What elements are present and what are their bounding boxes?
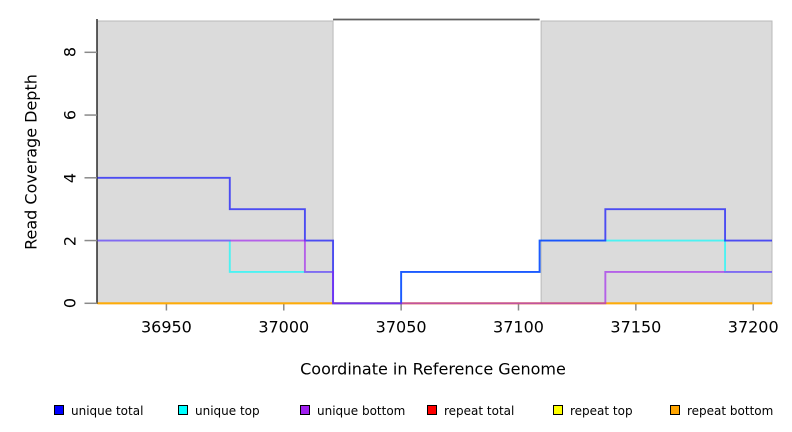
x-tick-label: 36950 bbox=[140, 317, 192, 337]
legend-label: repeat top bbox=[570, 404, 633, 418]
y-tick-label: 2 bbox=[60, 235, 80, 246]
legend-swatch-icon bbox=[178, 405, 188, 415]
legend-label: unique bottom bbox=[317, 404, 406, 418]
legend-label: repeat bottom bbox=[687, 404, 774, 418]
y-tick-label: 4 bbox=[60, 172, 80, 183]
x-tick-label: 37200 bbox=[727, 317, 779, 337]
x-tick-label: 37100 bbox=[493, 317, 544, 337]
legend-label: unique total bbox=[71, 404, 144, 418]
y-axis-title: Read Coverage Depth bbox=[21, 74, 41, 250]
legend-swatch-icon bbox=[300, 405, 310, 415]
series-line-unique-bottom bbox=[97, 239, 772, 305]
x-axis-title: Coordinate in Reference Genome bbox=[300, 359, 566, 379]
legend-swatch-icon bbox=[427, 405, 437, 415]
y-tick-label: 6 bbox=[60, 109, 80, 121]
legend-swatch-icon bbox=[54, 405, 64, 415]
legend-swatch-icon bbox=[553, 405, 563, 415]
y-tick-label: 8 bbox=[60, 47, 80, 58]
x-tick-label: 37150 bbox=[610, 317, 662, 337]
legend-label: unique top bbox=[195, 404, 260, 418]
shaded-region bbox=[97, 20, 334, 304]
legend-label: repeat total bbox=[444, 404, 515, 418]
x-tick-label: 37000 bbox=[258, 317, 310, 337]
shaded-region bbox=[540, 20, 773, 304]
y-tick-label: 0 bbox=[60, 298, 80, 309]
series-line-unique-total bbox=[97, 176, 772, 305]
legend: unique total unique top unique bottom repea… bbox=[0, 398, 792, 424]
x-tick-label: 37050 bbox=[375, 317, 427, 337]
legend-swatch-icon bbox=[670, 405, 680, 415]
